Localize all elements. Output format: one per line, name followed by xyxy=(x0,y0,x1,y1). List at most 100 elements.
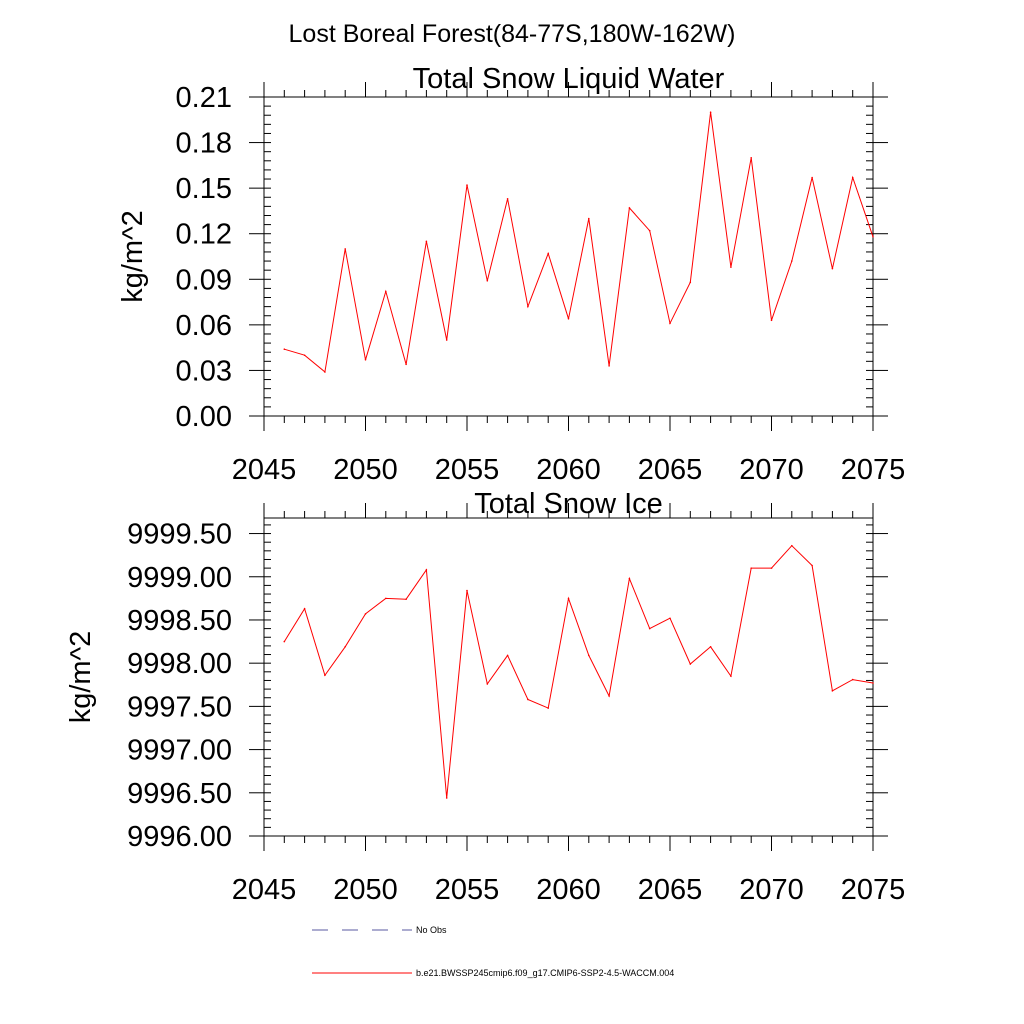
data-point xyxy=(872,235,874,238)
data-point xyxy=(506,654,509,657)
data-point xyxy=(425,240,428,243)
data-point xyxy=(831,690,834,692)
x-tick-label: 2075 xyxy=(841,874,906,906)
data-point xyxy=(588,654,590,657)
series-line xyxy=(283,544,874,799)
x-tick-label: 2045 xyxy=(232,874,297,906)
x-tick-label: 2050 xyxy=(333,454,398,486)
data-point xyxy=(567,597,570,600)
legend-label-no-obs: No Obs xyxy=(416,925,447,935)
series-line xyxy=(284,112,874,373)
data-point xyxy=(324,371,326,373)
y-tick-label: 9996.00 xyxy=(127,821,232,853)
y-tick-label: 9999.00 xyxy=(127,562,232,594)
data-point xyxy=(466,589,468,592)
plot-frame xyxy=(263,96,874,417)
x-tick-label: 2055 xyxy=(435,874,500,906)
y-tick-label: 0.06 xyxy=(176,310,232,342)
x-tick-label: 2045 xyxy=(232,454,297,486)
plot-frame xyxy=(263,517,874,837)
data-point xyxy=(425,569,428,571)
y-tick-label: 9996.50 xyxy=(127,778,232,810)
data-point xyxy=(730,675,732,677)
data-point xyxy=(770,319,773,322)
data-point xyxy=(811,176,813,179)
data-point xyxy=(750,156,752,159)
data-point xyxy=(689,663,692,665)
data-point xyxy=(709,111,712,113)
x-tick-label: 2065 xyxy=(638,454,703,486)
data-point xyxy=(445,797,448,799)
x-tick-label: 2050 xyxy=(333,874,398,906)
y-tick-label: 9998.00 xyxy=(127,648,232,680)
y-tick-label: 0.15 xyxy=(176,173,232,205)
data-point xyxy=(689,281,692,284)
data-point xyxy=(364,358,367,361)
y-tick-label: 0.03 xyxy=(176,355,232,387)
data-point xyxy=(283,348,286,350)
page-title: Lost Boreal Forest(84-77S,180W-162W) xyxy=(289,20,736,48)
data-point xyxy=(324,674,326,677)
data-point xyxy=(791,544,793,547)
data-point xyxy=(385,597,387,600)
data-point xyxy=(486,683,489,685)
legend: No Obs b.e21.BWSSP245cmip6.f09_g17.CMIP6… xyxy=(312,925,674,978)
y-axis-label: kg/m^2 xyxy=(117,210,149,303)
y-axis-label: kg/m^2 xyxy=(65,631,97,724)
data-point xyxy=(608,695,610,697)
x-tick-label: 2070 xyxy=(739,874,804,906)
data-point xyxy=(648,229,651,232)
data-point xyxy=(506,197,509,200)
data-point xyxy=(527,698,529,701)
data-point xyxy=(303,607,306,610)
data-point xyxy=(385,290,387,293)
data-point xyxy=(547,252,549,255)
data-point xyxy=(709,645,712,648)
y-tick-label: 0.21 xyxy=(176,82,232,114)
data-point xyxy=(811,564,813,567)
data-point xyxy=(486,280,489,282)
y-tick-label: 9997.00 xyxy=(127,735,232,767)
y-tick-label: 9998.50 xyxy=(127,605,232,637)
data-point xyxy=(466,184,468,186)
y-tick-label: 9997.50 xyxy=(127,691,232,723)
data-point xyxy=(628,577,631,580)
data-point xyxy=(303,354,306,357)
x-tick-label: 2055 xyxy=(435,454,500,486)
y-tick-label: 0.18 xyxy=(176,128,232,160)
y-tick-label: 0.09 xyxy=(176,264,232,296)
data-point xyxy=(567,317,570,320)
x-tick-label: 2060 xyxy=(536,874,601,906)
x-tick-label: 2075 xyxy=(841,454,906,486)
data-point xyxy=(851,176,854,179)
data-point xyxy=(872,682,874,684)
data-point xyxy=(770,567,773,569)
data-point xyxy=(547,707,549,709)
x-tick-label: 2065 xyxy=(638,874,703,906)
data-point xyxy=(344,248,347,250)
data-point xyxy=(283,640,286,643)
data-point xyxy=(364,613,367,615)
data-point xyxy=(831,267,834,270)
data-point xyxy=(669,617,671,620)
data-point xyxy=(648,627,651,630)
data-point xyxy=(608,365,610,367)
x-tick-label: 2060 xyxy=(536,454,601,486)
data-point xyxy=(405,598,407,601)
data-point xyxy=(851,678,854,681)
data-point xyxy=(669,322,671,325)
data-point xyxy=(588,217,590,220)
data-point xyxy=(445,339,448,341)
y-tick-label: 0.12 xyxy=(176,219,232,251)
data-point xyxy=(750,567,752,569)
x-tick-label: 2070 xyxy=(739,454,804,486)
data-point xyxy=(628,207,631,209)
data-point xyxy=(791,260,793,262)
data-point xyxy=(405,363,407,366)
data-point xyxy=(730,266,732,268)
legend-label-model-run: b.e21.BWSSP245cmip6.f09_g17.CMIP6-SSP2-4… xyxy=(416,968,674,978)
y-tick-label: 9999.50 xyxy=(127,519,232,551)
